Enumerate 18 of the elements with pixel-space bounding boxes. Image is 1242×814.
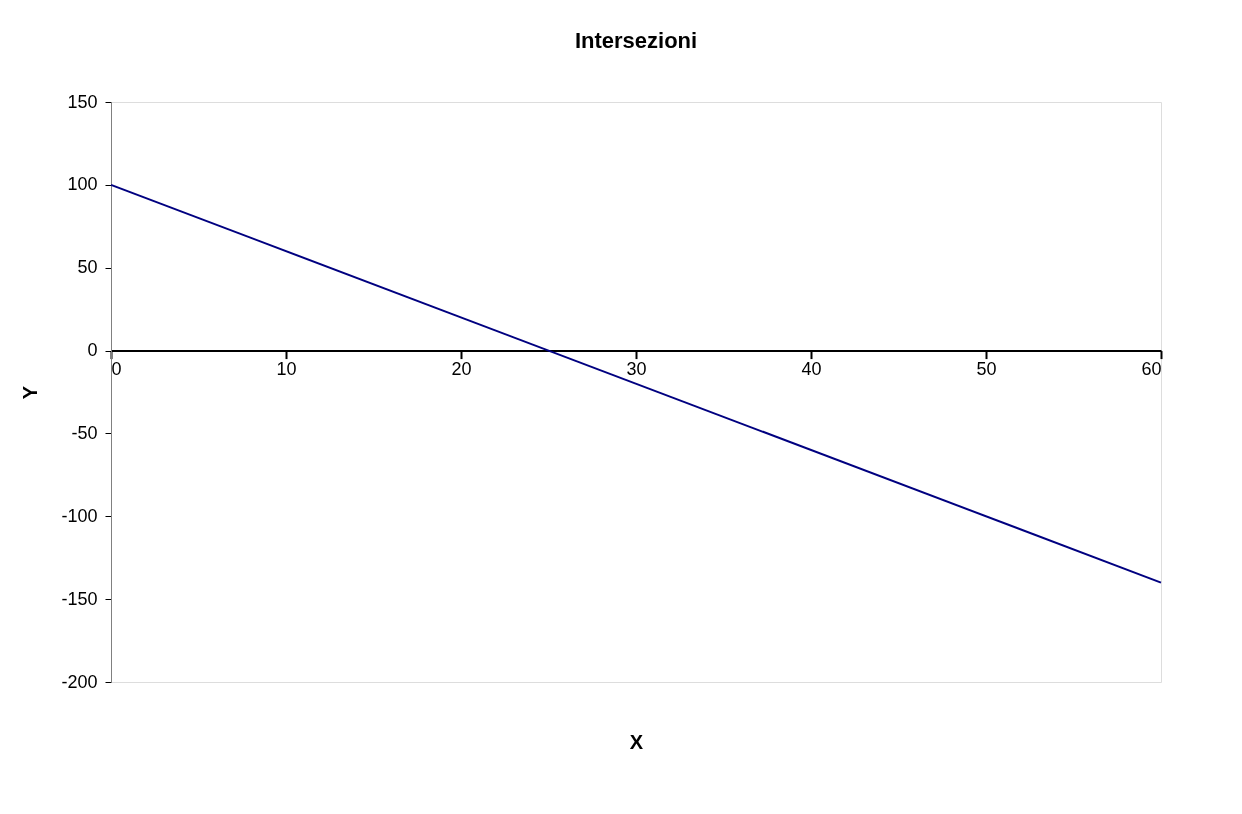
x-tick-label: 10	[276, 359, 297, 380]
x-tick-label: 60	[1141, 359, 1162, 380]
x-tick-label: 0	[111, 359, 122, 380]
x-axis-title: X	[629, 730, 644, 753]
x-tick-label: 50	[976, 359, 997, 380]
y-tick-label: -150	[61, 588, 98, 609]
y-tick-label: 50	[77, 257, 98, 278]
y-tick-label: 0	[87, 340, 98, 361]
y-tick-label: 100	[67, 174, 98, 195]
x-tick-label: 40	[801, 359, 822, 380]
y-tick-label: -50	[71, 422, 98, 443]
y-tick-label: -100	[61, 505, 98, 526]
x-tick-label: 20	[451, 359, 472, 380]
chart-title: Intersezioni	[574, 28, 698, 53]
y-tick-label: -200	[61, 671, 98, 692]
y-tick-label: 150	[67, 91, 98, 112]
x-tick-label: 30	[626, 359, 647, 380]
y-axis-title: Y	[19, 385, 42, 400]
